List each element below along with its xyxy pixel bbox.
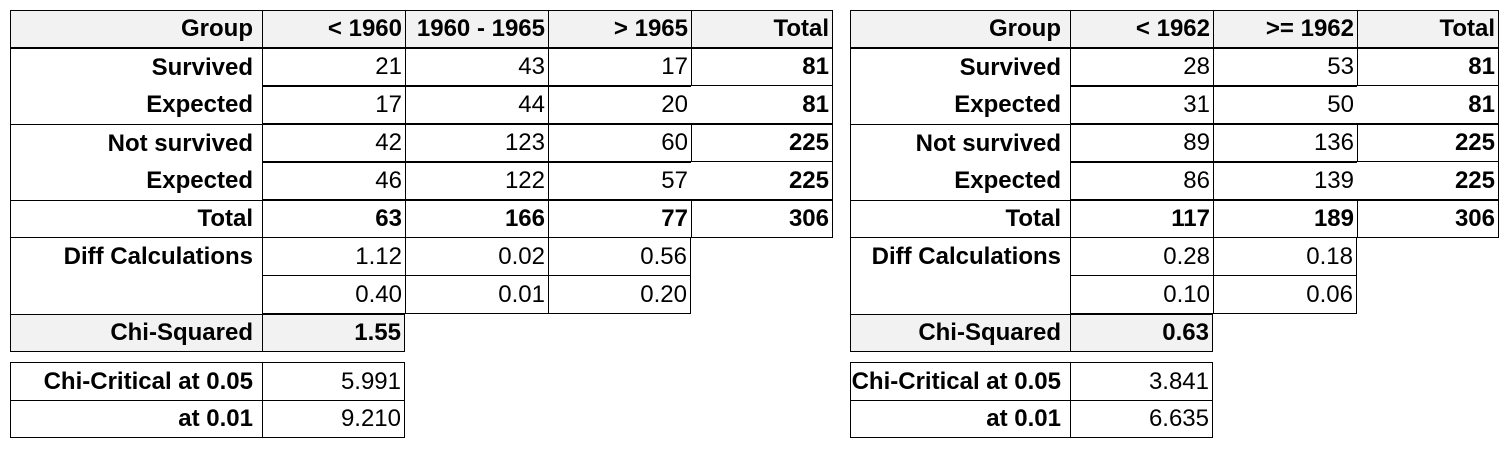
row-label: Expected [10, 86, 262, 124]
table-cell: 28 [1070, 48, 1213, 86]
table-cell: 42 [262, 124, 405, 162]
table-cell: 21 [262, 48, 405, 86]
chi-critical-label: Chi-Critical at 0.05 [10, 362, 262, 400]
table-cell: 57 [548, 162, 691, 200]
chi-critical-label: at 0.01 [10, 400, 262, 438]
row-label: Expected [850, 86, 1070, 124]
chi-squared-label: Chi-Squared [10, 314, 262, 352]
table-cell: 166 [405, 200, 548, 238]
chi-critical-label: Chi-Critical at 0.05 [850, 362, 1070, 400]
diff-value: 0.20 [548, 276, 691, 314]
chi-critical-value: 3.841 [1070, 362, 1213, 400]
column-header: Total [691, 10, 833, 48]
diff-value: 0.01 [405, 276, 548, 314]
table-cell: 189 [1213, 200, 1357, 238]
table-cell: 50 [1213, 86, 1357, 124]
chi-squared-value: 0.63 [1070, 314, 1213, 352]
column-header: < 1962 [1070, 10, 1213, 48]
table-cell: 306 [1357, 200, 1499, 238]
column-header: 1960 - 1965 [405, 10, 548, 48]
chi-critical-value: 6.635 [1070, 400, 1213, 438]
row-label: Not survived [850, 124, 1070, 162]
diff-value: 0.06 [1213, 276, 1357, 314]
table-cell: 63 [262, 200, 405, 238]
row-label: Expected [10, 162, 262, 200]
chi-squared-label: Chi-Squared [850, 314, 1070, 352]
table-cell: 225 [1357, 124, 1499, 162]
header-group: Group [850, 10, 1070, 48]
diff-label-spacer [850, 276, 1070, 314]
chi-critical-value: 9.210 [262, 400, 405, 438]
table-cell: 89 [1070, 124, 1213, 162]
table-cell: 20 [548, 86, 691, 124]
diff-label-spacer [10, 276, 262, 314]
table-cell: 77 [548, 200, 691, 238]
diff-label: Diff Calculations [850, 238, 1070, 276]
table-cell: 86 [1070, 162, 1213, 200]
diff-value: 0.18 [1213, 238, 1357, 276]
table-cell: 46 [262, 162, 405, 200]
table-cell: 81 [691, 48, 833, 86]
table-cell: 60 [548, 124, 691, 162]
table-cell: 53 [1213, 48, 1357, 86]
table-cell: 225 [1357, 162, 1499, 200]
table-cell: 225 [691, 162, 833, 200]
table-cell: 139 [1213, 162, 1357, 200]
column-header: < 1960 [262, 10, 405, 48]
column-header: >= 1962 [1213, 10, 1357, 48]
diff-value: 0.10 [1070, 276, 1213, 314]
column-header: > 1965 [548, 10, 691, 48]
column-header: Total [1357, 10, 1499, 48]
row-label: Total [850, 200, 1070, 238]
table-cell: 136 [1213, 124, 1357, 162]
row-label: Total [10, 200, 262, 238]
diff-label: Diff Calculations [10, 238, 262, 276]
diff-value: 0.28 [1070, 238, 1213, 276]
table-cell: 17 [548, 48, 691, 86]
table-cell: 44 [405, 86, 548, 124]
table-cell: 117 [1070, 200, 1213, 238]
table-cell: 122 [405, 162, 548, 200]
table-cell: 43 [405, 48, 548, 86]
table-cell: 225 [691, 124, 833, 162]
table-cell: 81 [691, 86, 833, 124]
chi-squared-value: 1.55 [262, 314, 405, 352]
header-group: Group [10, 10, 262, 48]
row-label: Survived [10, 48, 262, 86]
diff-value: 0.02 [405, 238, 548, 276]
row-label: Not survived [10, 124, 262, 162]
table-cell: 81 [1357, 86, 1499, 124]
row-label: Expected [850, 162, 1070, 200]
row-label: Survived [850, 48, 1070, 86]
table-cell: 17 [262, 86, 405, 124]
table-cell: 123 [405, 124, 548, 162]
table-cell: 306 [691, 200, 833, 238]
chi-critical-value: 5.991 [262, 362, 405, 400]
diff-value: 0.40 [262, 276, 405, 314]
diff-value: 1.12 [262, 238, 405, 276]
chi-critical-label: at 0.01 [850, 400, 1070, 438]
diff-value: 0.56 [548, 238, 691, 276]
table-cell: 81 [1357, 48, 1499, 86]
table-cell: 31 [1070, 86, 1213, 124]
